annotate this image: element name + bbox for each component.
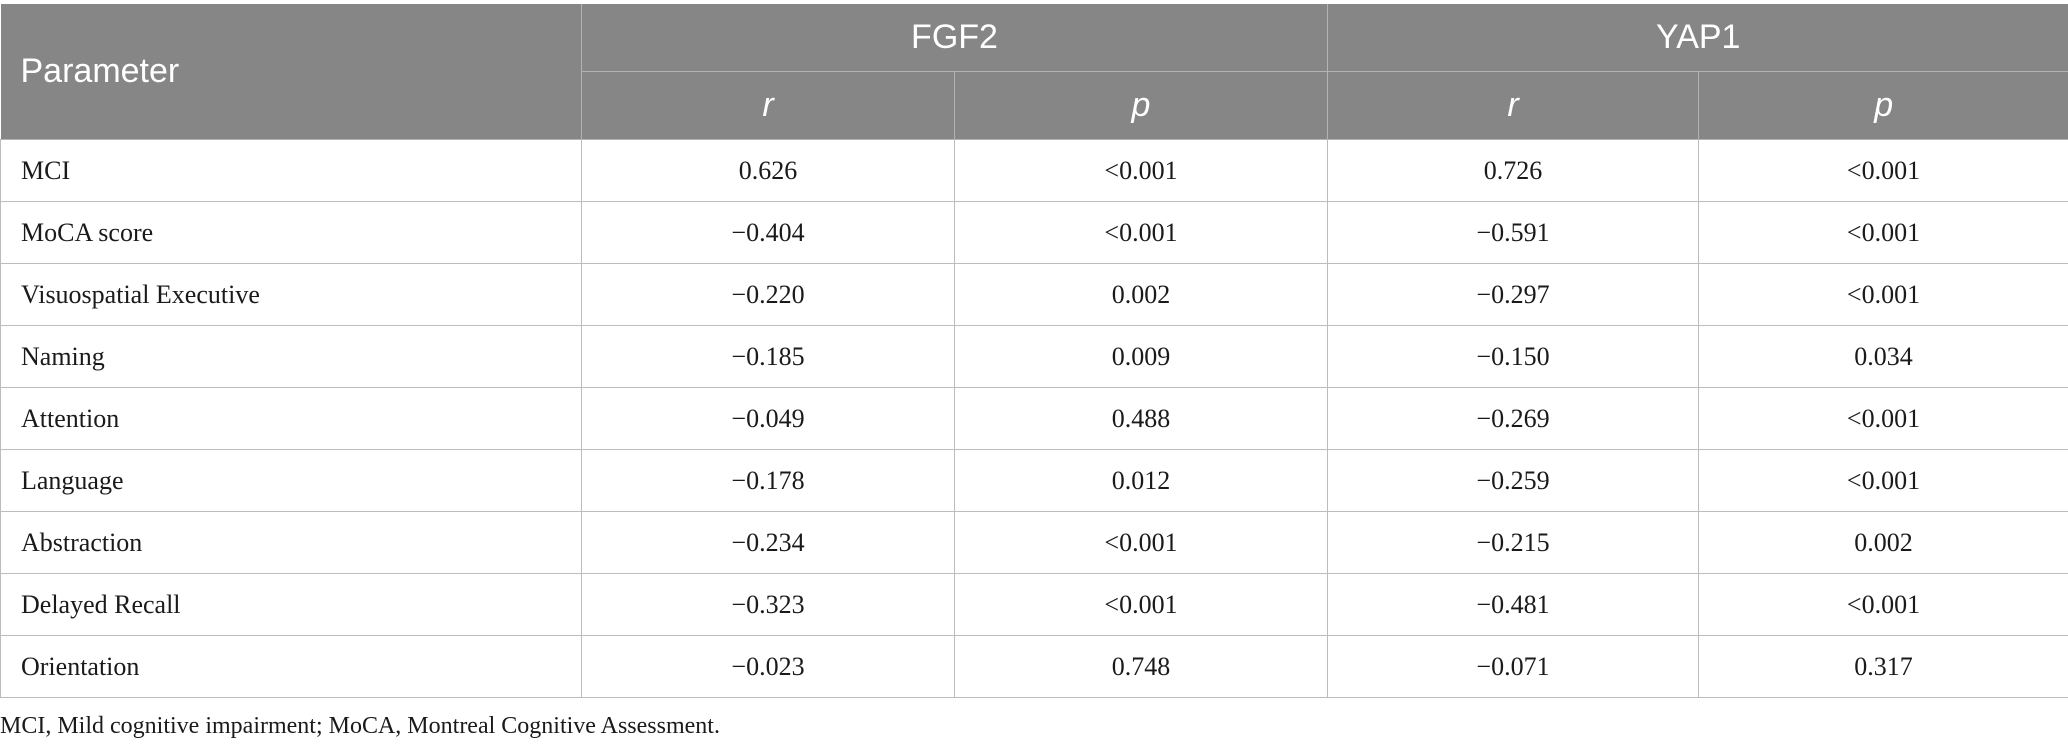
- fgf2-p-cell: 0.002: [954, 263, 1328, 326]
- table-row: Attention −0.049 0.488 −0.269 <0.001: [0, 387, 2068, 450]
- fgf2-p-cell: <0.001: [954, 139, 1328, 202]
- table-row: Delayed Recall −0.323 <0.001 −0.481 <0.0…: [0, 573, 2068, 636]
- fgf2-r-cell: −0.178: [581, 449, 955, 512]
- yap1-p-cell: <0.001: [1697, 263, 2068, 326]
- table-row: MCI 0.626 <0.001 0.726 <0.001: [0, 139, 2068, 202]
- header-fgf2-p: p: [954, 71, 1328, 140]
- row-label: Delayed Recall: [0, 573, 582, 636]
- row-label: Orientation: [0, 635, 582, 698]
- yap1-r-cell: −0.297: [1327, 263, 1699, 326]
- header-parameter: Parameter: [0, 4, 582, 140]
- header-yap1-p: p: [1697, 71, 2068, 140]
- table-row: Language −0.178 0.012 −0.259 <0.001: [0, 449, 2068, 512]
- yap1-r-cell: −0.215: [1327, 511, 1699, 574]
- row-label: MCI: [0, 139, 582, 202]
- table-row: Abstraction −0.234 <0.001 −0.215 0.002: [0, 511, 2068, 574]
- fgf2-r-cell: −0.234: [581, 511, 955, 574]
- yap1-r-cell: −0.481: [1327, 573, 1699, 636]
- row-label: Naming: [0, 325, 582, 388]
- yap1-r-cell: −0.150: [1327, 325, 1699, 388]
- row-label: Visuospatial Executive: [0, 263, 582, 326]
- fgf2-p-cell: 0.488: [954, 387, 1328, 450]
- fgf2-p-cell: 0.748: [954, 635, 1328, 698]
- yap1-r-cell: 0.726: [1327, 139, 1699, 202]
- yap1-p-cell: <0.001: [1697, 573, 2068, 636]
- header-group-fgf2: FGF2: [581, 4, 1328, 72]
- yap1-p-cell: 0.002: [1697, 511, 2068, 574]
- fgf2-p-cell: <0.001: [954, 201, 1328, 264]
- fgf2-r-cell: −0.404: [581, 201, 955, 264]
- row-label: Language: [0, 449, 582, 512]
- yap1-p-cell: 0.034: [1697, 325, 2068, 388]
- yap1-p-cell: <0.001: [1697, 139, 2068, 202]
- header-yap1-r: r: [1327, 71, 1699, 140]
- yap1-r-cell: −0.259: [1327, 449, 1699, 512]
- correlation-table-container: Parameter FGF2 YAP1 r p r p MCI 0.626 <0…: [0, 4, 2068, 698]
- header-fgf2-r: r: [581, 71, 955, 140]
- table-row: Naming −0.185 0.009 −0.150 0.034: [0, 325, 2068, 388]
- fgf2-r-cell: −0.220: [581, 263, 955, 326]
- yap1-r-cell: −0.591: [1327, 201, 1699, 264]
- fgf2-p-cell: 0.012: [954, 449, 1328, 512]
- fgf2-p-cell: <0.001: [954, 573, 1328, 636]
- yap1-r-cell: −0.071: [1327, 635, 1699, 698]
- row-label: Attention: [0, 387, 582, 450]
- fgf2-r-cell: 0.626: [581, 139, 955, 202]
- table-footnote: MCI, Mild cognitive impairment; MoCA, Mo…: [0, 713, 720, 739]
- row-label: Abstraction: [0, 511, 582, 574]
- yap1-p-cell: 0.317: [1697, 635, 2068, 698]
- row-label: MoCA score: [0, 201, 582, 264]
- correlation-table: Parameter FGF2 YAP1 r p r p MCI 0.626 <0…: [0, 4, 2068, 698]
- fgf2-r-cell: −0.323: [581, 573, 955, 636]
- table-row: Visuospatial Executive −0.220 0.002 −0.2…: [0, 263, 2068, 326]
- header-group-yap1: YAP1: [1326, 4, 2068, 72]
- yap1-p-cell: <0.001: [1697, 449, 2068, 512]
- fgf2-p-cell: <0.001: [954, 511, 1328, 574]
- table-header: Parameter FGF2 YAP1 r p r p: [0, 4, 2068, 140]
- yap1-p-cell: <0.001: [1697, 387, 2068, 450]
- fgf2-p-cell: 0.009: [954, 325, 1328, 388]
- table-row: Orientation −0.023 0.748 −0.071 0.317: [0, 635, 2068, 698]
- table-body: MCI 0.626 <0.001 0.726 <0.001 MoCA score…: [0, 139, 2068, 698]
- yap1-r-cell: −0.269: [1327, 387, 1699, 450]
- fgf2-r-cell: −0.023: [581, 635, 955, 698]
- fgf2-r-cell: −0.185: [581, 325, 955, 388]
- yap1-p-cell: <0.001: [1697, 201, 2068, 264]
- fgf2-r-cell: −0.049: [581, 387, 955, 450]
- table-row: MoCA score −0.404 <0.001 −0.591 <0.001: [0, 201, 2068, 264]
